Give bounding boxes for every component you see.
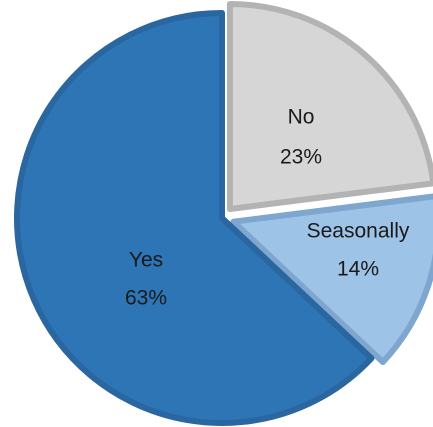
pie-slices bbox=[14, 0, 433, 426]
slice-value-seasonally: 14% bbox=[337, 258, 379, 281]
pie-labels: No 23% Seasonally 14% Yes 63% bbox=[125, 106, 410, 310]
slice-label-seasonally: Seasonally bbox=[307, 220, 410, 243]
slice-label-yes: Yes bbox=[129, 249, 163, 272]
pie-slice-seasonally bbox=[230, 193, 433, 366]
slice-label-no: No bbox=[288, 106, 315, 129]
slice-value-no: 23% bbox=[280, 146, 322, 169]
pie-slice-no bbox=[226, 0, 433, 212]
pie-slice-yes bbox=[14, 10, 375, 426]
slice-value-yes: 63% bbox=[125, 287, 167, 310]
